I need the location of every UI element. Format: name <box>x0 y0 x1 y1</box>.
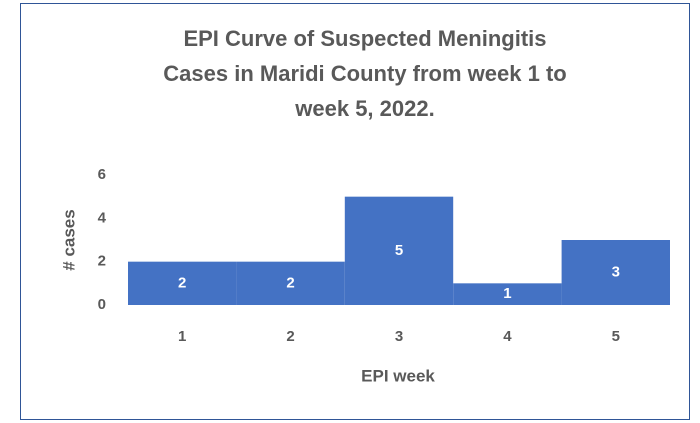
bar <box>453 283 562 305</box>
bar <box>344 196 454 305</box>
x-tick-label: 3 <box>395 328 403 345</box>
x-axis-title: EPI week <box>361 366 435 385</box>
y-tick-label: 4 <box>98 209 107 226</box>
y-tick-label: 0 <box>98 296 106 313</box>
data-label: 2 <box>286 274 294 291</box>
chart-title: week 5, 2022. <box>294 96 434 121</box>
data-label: 5 <box>395 242 403 259</box>
data-label: 2 <box>178 274 186 291</box>
bar <box>236 261 345 305</box>
chart-title: Cases in Maridi County from week 1 to <box>163 61 566 86</box>
y-tick-label: 2 <box>98 253 106 270</box>
x-tick-label: 1 <box>178 328 186 345</box>
x-tick-label: 2 <box>286 328 294 345</box>
y-tick-label: 6 <box>98 166 106 183</box>
chart-title: EPI Curve of Suspected Meningitis <box>183 26 546 51</box>
bar <box>128 261 237 305</box>
bar <box>561 240 670 305</box>
x-tick-label: 4 <box>503 328 512 345</box>
data-label: 3 <box>612 263 620 280</box>
x-tick-label: 5 <box>612 328 620 345</box>
y-axis-title: # cases <box>59 209 78 270</box>
data-label: 1 <box>503 285 511 302</box>
